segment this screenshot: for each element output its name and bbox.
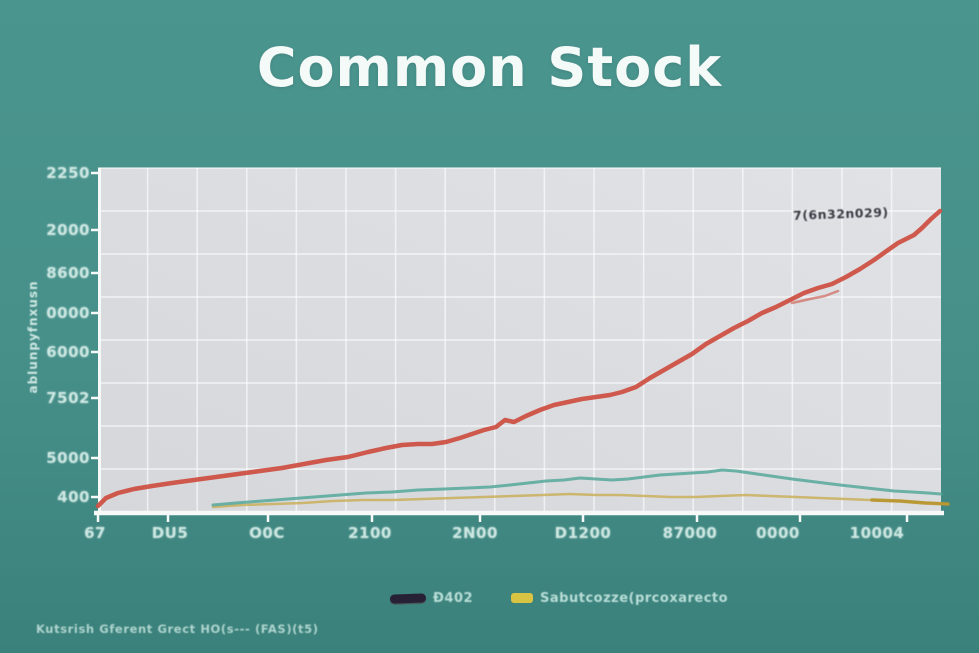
- y-tick-label: 6000: [46, 343, 90, 361]
- legend-yellow-swatch: [511, 593, 534, 603]
- page-title: Common Stock: [256, 36, 723, 99]
- y-tick-label: 2000: [46, 221, 90, 239]
- x-tick-label: 67: [84, 524, 106, 542]
- source-caption: Kutsrish Gferent Grect HO(s--- (FAS)(t5): [36, 622, 319, 636]
- x-tick-label: 10004: [849, 524, 905, 542]
- x-tick-label: O0C: [249, 524, 285, 542]
- y-tick-label: 400: [57, 488, 90, 506]
- x-tick-label: 2N00: [452, 524, 498, 542]
- x-tick-label: 2100: [348, 524, 392, 542]
- x-tick-label: 0000: [756, 524, 800, 542]
- legend: Đ402 Sabutcozze(prcoxarecto: [389, 587, 728, 609]
- legend-label-dark: Đ402: [433, 590, 474, 606]
- y-tick-label: 5000: [46, 449, 90, 467]
- legend-item-dark: Đ402: [389, 590, 474, 606]
- y-tick-label: 0000: [46, 304, 90, 322]
- legend-dark-line-swatch: [389, 592, 427, 604]
- y-tick-label: 8600: [46, 264, 90, 282]
- x-tick-label: DU5: [151, 524, 189, 542]
- legend-item-yellow: Sabutcozze(prcoxarecto: [511, 591, 728, 606]
- y-axis-title: ablunpyfnxusn: [26, 280, 40, 394]
- legend-label-yellow: Sabutcozze(prcoxarecto: [540, 590, 729, 606]
- x-tick-label: 87000: [662, 524, 718, 542]
- y-tick-label: 7502: [46, 389, 90, 407]
- y-tick-label: 2250: [46, 164, 90, 182]
- x-tick-label: D1200: [554, 524, 612, 542]
